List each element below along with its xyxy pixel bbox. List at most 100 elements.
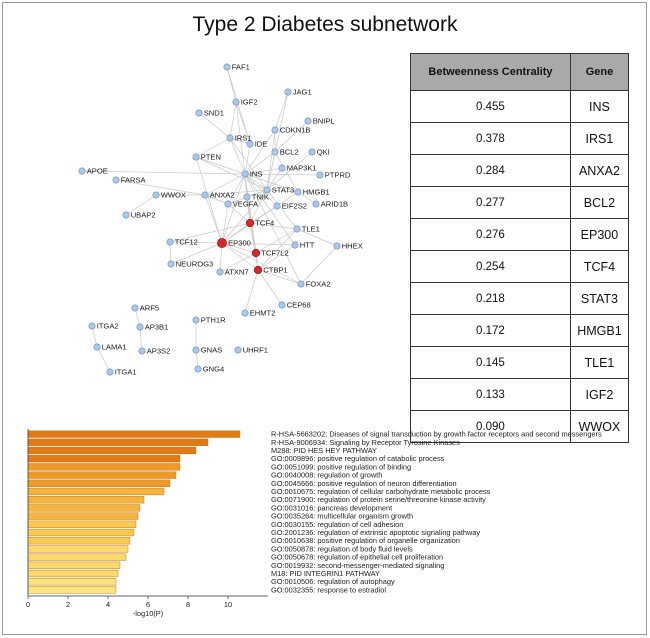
- node-label: APOE: [87, 167, 108, 176]
- node-circle: [192, 153, 200, 161]
- gene-name: INS: [569, 90, 630, 123]
- network-node: TCF7L2: [251, 249, 289, 258]
- network-node: UHRF1: [234, 346, 268, 355]
- network-edge: [169, 222, 251, 243]
- network-node: HMGB1: [294, 188, 330, 197]
- network-node: NEUROG3: [167, 260, 214, 269]
- node-label: FOXA2: [306, 280, 331, 289]
- bar: [27, 438, 209, 446]
- bar: [27, 463, 181, 471]
- betweenness-value: 0.284: [410, 154, 571, 187]
- network-edge: [195, 137, 231, 158]
- network-node: BNIPL: [304, 117, 335, 126]
- network-node: EHMT2: [241, 309, 275, 318]
- term-label: GO:0031016: pancreas development: [271, 503, 392, 512]
- node-label: TCF12: [175, 238, 198, 247]
- x-tick-label: 10: [224, 600, 232, 609]
- bar: [27, 537, 131, 545]
- network-edge: [115, 179, 206, 196]
- node-circle: [216, 268, 224, 276]
- network-node: BCL2: [271, 148, 299, 157]
- network-edge: [221, 242, 257, 254]
- bar: [27, 487, 165, 496]
- bar: [27, 586, 117, 594]
- network-node: AP3S2: [138, 347, 170, 356]
- bar: [27, 496, 145, 504]
- node-circle: [297, 280, 305, 288]
- node-label: STAT3: [272, 186, 295, 195]
- table-row: 0.284 ANXA2: [410, 154, 630, 187]
- node-label: BNIPL: [313, 117, 335, 126]
- node-label: CEP68: [287, 301, 311, 310]
- term-label: GO:0051099: positive regulation of bindi…: [271, 462, 411, 471]
- network-edge: [229, 101, 237, 139]
- network-node: IRS1: [226, 134, 252, 143]
- node-circle: [278, 301, 286, 309]
- node-label: GNAS: [201, 346, 223, 355]
- term-label: GO:0009896: positive regulation of catab…: [271, 454, 445, 463]
- table-row: 0.145 TLE1: [410, 346, 630, 379]
- hub-node-circle: [253, 265, 263, 275]
- network-edge: [244, 167, 283, 175]
- bar: [27, 471, 177, 479]
- node-label: BCL2: [280, 148, 299, 157]
- network-edge: [204, 173, 246, 196]
- term-labels: R-HSA-5663202: Diseases of signal transd…: [271, 430, 602, 595]
- x-axis: 0 2 4 6 8 10 -log10(P): [26, 429, 268, 618]
- network-node: TLE1: [293, 225, 320, 234]
- table-header-row: Betweenness Centrality Gene: [410, 53, 630, 91]
- network-edge: [139, 326, 143, 352]
- gene-name: TCF4: [569, 250, 630, 283]
- network-edge: [266, 129, 276, 191]
- node-label: NEUROG3: [176, 260, 214, 269]
- term-label: GO:0010638: positive regulation of organ…: [271, 536, 460, 545]
- node-label: IGF2: [241, 98, 258, 107]
- table-row: 0.254 TCF4: [410, 250, 630, 283]
- node-circle: [241, 170, 249, 178]
- network-edge: [266, 167, 283, 191]
- network-edge: [221, 242, 259, 271]
- term-label: GO:0045666: positive regulation of neuro…: [271, 479, 457, 488]
- network-node: HTT: [291, 241, 315, 250]
- network-edge: [91, 325, 98, 348]
- node-label: TCF7L2: [261, 249, 288, 258]
- node-circle: [194, 365, 202, 373]
- network-node: PTEN: [192, 153, 221, 162]
- network-edge: [229, 137, 246, 175]
- node-circle: [333, 242, 341, 250]
- network-node: ARF5: [131, 304, 159, 313]
- term-label: GO:0040008: regulation of growth: [271, 471, 382, 480]
- term-label: GO:2001236: regulation of extrinsic apop…: [271, 528, 480, 537]
- network-node: VEGFA: [224, 200, 259, 209]
- header-betweenness: Betweenness Centrality: [410, 53, 571, 91]
- node-circle: [246, 140, 254, 148]
- table-row: 0.172 HMGB1: [410, 314, 630, 347]
- term-label: GO:0010675: regulation of cellular carbo…: [271, 487, 491, 496]
- network-edge: [226, 66, 251, 145]
- network-edge: [125, 194, 157, 216]
- network-node: ARID1B: [312, 200, 348, 209]
- bar: [27, 528, 135, 537]
- node-circle: [316, 171, 324, 179]
- node-circle: [136, 323, 144, 331]
- node-label: LAMA1: [102, 343, 127, 352]
- network-edge: [257, 228, 298, 271]
- network-edge: [274, 120, 309, 153]
- node-circle: [226, 134, 234, 142]
- network-node: PTH1R: [192, 316, 226, 325]
- node-label: SND1: [204, 109, 224, 118]
- network-node: ATXN7: [216, 268, 249, 277]
- network-edge: [204, 194, 223, 244]
- network-edge: [266, 189, 299, 193]
- node-circle: [241, 309, 249, 317]
- bar: [27, 504, 141, 512]
- node-circle: [273, 202, 281, 210]
- node-label: CTBP1: [263, 266, 287, 275]
- node-label: JAG1: [293, 88, 312, 97]
- node-circle: [243, 193, 251, 201]
- bar: [27, 479, 171, 487]
- network-edge: [274, 91, 289, 131]
- network-node: FOXA2: [297, 280, 331, 289]
